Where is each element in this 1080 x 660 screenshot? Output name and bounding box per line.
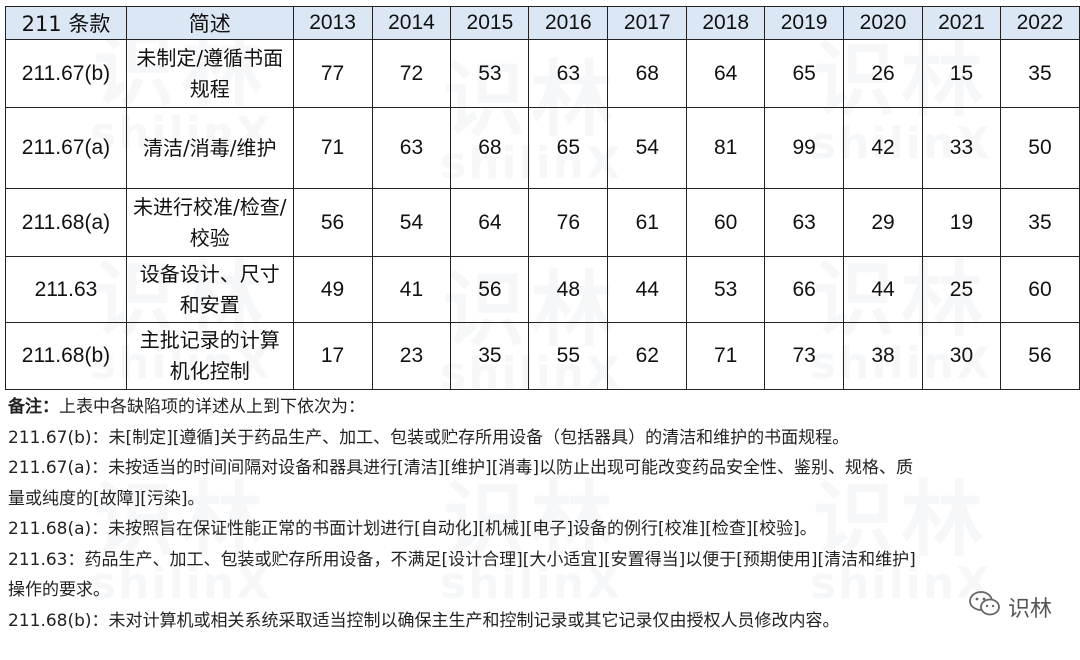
value-cell: 44 <box>607 256 688 323</box>
note-line: 211.68(b)：未对计算机或相关系统采取适当控制以确保主生产和控制记录或其它… <box>8 610 840 631</box>
brand-name: 识林 <box>1007 597 1052 622</box>
desc-cell: 主批记录的计算机化控制 <box>125 322 294 390</box>
note-line: 211.67(a)：未按适当的时间间隔对设备和器具进行[清洁][维护][消毒]以… <box>8 458 913 478</box>
header-year: 2016 <box>528 6 609 40</box>
value-cell: 63 <box>371 107 452 189</box>
value-cell: 71 <box>292 107 373 189</box>
value-cell: 62 <box>607 322 688 390</box>
value-cell: 35 <box>450 322 530 390</box>
table-row: 211.63 设备设计、尺寸和安置 49 41 56 48 44 53 66 4… <box>5 256 1080 323</box>
header-year: 2022 <box>999 6 1080 40</box>
table-row: 211.68(a) 未进行校准/检查/校验 56 54 64 76 61 60 … <box>5 188 1080 257</box>
value-cell: 35 <box>999 39 1080 108</box>
value-cell: 65 <box>764 39 845 108</box>
value-cell: 25 <box>922 256 1001 323</box>
value-cell: 73 <box>764 322 845 390</box>
header-desc: 简述 <box>125 6 294 40</box>
value-cell: 63 <box>764 188 845 257</box>
value-cell: 56 <box>450 256 530 323</box>
clause-cell: 211.67(a) <box>5 107 127 189</box>
table-header-row: 211 条款 简述 2013 2014 2015 2016 2017 2018 … <box>5 6 1080 40</box>
value-cell: 64 <box>450 188 530 257</box>
note-line: 操作的要求。 <box>8 580 110 600</box>
value-cell: 60 <box>999 256 1080 323</box>
value-cell: 33 <box>922 107 1001 189</box>
notes-intro-text: 上表中各缺陷项的详述从上到下依次为： <box>59 397 365 417</box>
notes-title: 备注： <box>8 397 59 417</box>
desc-cell: 未制定/遵循书面规程 <box>125 39 294 108</box>
wechat-icon <box>968 590 1002 624</box>
header-year: 2019 <box>764 6 845 40</box>
brand-badge: 识林 <box>968 590 1052 624</box>
value-cell: 61 <box>607 188 688 257</box>
note-line: 211.67(b)：未[制定][遵循]关于药品生产、加工、包装或贮存所用设备（包… <box>8 427 850 448</box>
value-cell: 23 <box>371 322 452 390</box>
value-cell: 54 <box>371 188 452 257</box>
value-cell: 56 <box>999 322 1080 390</box>
value-cell: 41 <box>371 256 452 323</box>
value-cell: 65 <box>528 107 609 189</box>
value-cell: 68 <box>607 39 688 108</box>
value-cell: 54 <box>607 107 688 189</box>
desc-cell: 设备设计、尺寸和安置 <box>125 256 294 323</box>
header-year: 2018 <box>686 6 766 40</box>
value-cell: 29 <box>843 188 923 257</box>
value-cell: 53 <box>686 256 766 323</box>
header-year: 2021 <box>922 6 1001 40</box>
notes-intro: 备注：上表中各缺陷项的详述从上到下依次为： <box>8 392 1072 423</box>
notes-section: 备注：上表中各缺陷项的详述从上到下依次为： 211.67(b)：未[制定][遵循… <box>8 392 1072 636</box>
value-cell: 15 <box>922 39 1001 108</box>
table-row: 211.67(b) 未制定/遵循书面规程 77 72 53 63 68 64 6… <box>5 39 1080 108</box>
value-cell: 68 <box>450 107 530 189</box>
value-cell: 49 <box>292 256 373 323</box>
value-cell: 35 <box>999 188 1080 257</box>
value-cell: 99 <box>764 107 845 189</box>
clause-cell: 211.67(b) <box>5 39 127 108</box>
value-cell: 50 <box>999 107 1080 189</box>
value-cell: 77 <box>292 39 373 108</box>
note-line: 量或纯度的[故障][污染]。 <box>8 488 205 509</box>
header-year: 2014 <box>371 6 452 40</box>
deficiency-table: 211 条款 简述 2013 2014 2015 2016 2017 2018 … <box>5 6 1080 390</box>
value-cell: 26 <box>843 39 923 108</box>
note-line: 211.68(a)：未按照旨在保证性能正常的书面计划进行[自动化][机械][电子… <box>8 519 817 539</box>
value-cell: 76 <box>528 188 609 257</box>
value-cell: 19 <box>922 188 1001 257</box>
header-clause: 211 条款 <box>5 6 127 40</box>
value-cell: 64 <box>686 39 766 108</box>
header-year: 2013 <box>292 6 373 40</box>
table-row: 211.67(a) 清洁/消毒/维护 71 63 68 65 54 81 99 … <box>5 107 1080 189</box>
value-cell: 81 <box>686 107 766 189</box>
value-cell: 44 <box>843 256 923 323</box>
value-cell: 71 <box>686 322 766 390</box>
value-cell: 17 <box>292 322 373 390</box>
value-cell: 42 <box>843 107 923 189</box>
desc-cell: 清洁/消毒/维护 <box>125 107 294 189</box>
value-cell: 48 <box>528 256 609 323</box>
header-year: 2017 <box>607 6 688 40</box>
value-cell: 56 <box>292 188 373 257</box>
note-line: 211.63：药品生产、加工、包装或贮存所用设备，不满足[设计合理][大小适宜]… <box>8 549 916 570</box>
value-cell: 55 <box>528 322 609 390</box>
value-cell: 53 <box>450 39 530 108</box>
header-year: 2015 <box>450 6 530 40</box>
value-cell: 60 <box>686 188 766 257</box>
clause-cell: 211.68(a) <box>5 188 127 257</box>
table-row: 211.68(b) 主批记录的计算机化控制 17 23 35 55 62 71 … <box>5 322 1080 390</box>
clause-cell: 211.68(b) <box>5 322 127 390</box>
value-cell: 66 <box>764 256 845 323</box>
value-cell: 30 <box>922 322 1001 390</box>
value-cell: 63 <box>528 39 609 108</box>
desc-cell: 未进行校准/检查/校验 <box>125 188 294 257</box>
header-year: 2020 <box>843 6 923 40</box>
clause-cell: 211.63 <box>5 256 127 323</box>
value-cell: 72 <box>371 39 452 108</box>
value-cell: 38 <box>843 322 923 390</box>
